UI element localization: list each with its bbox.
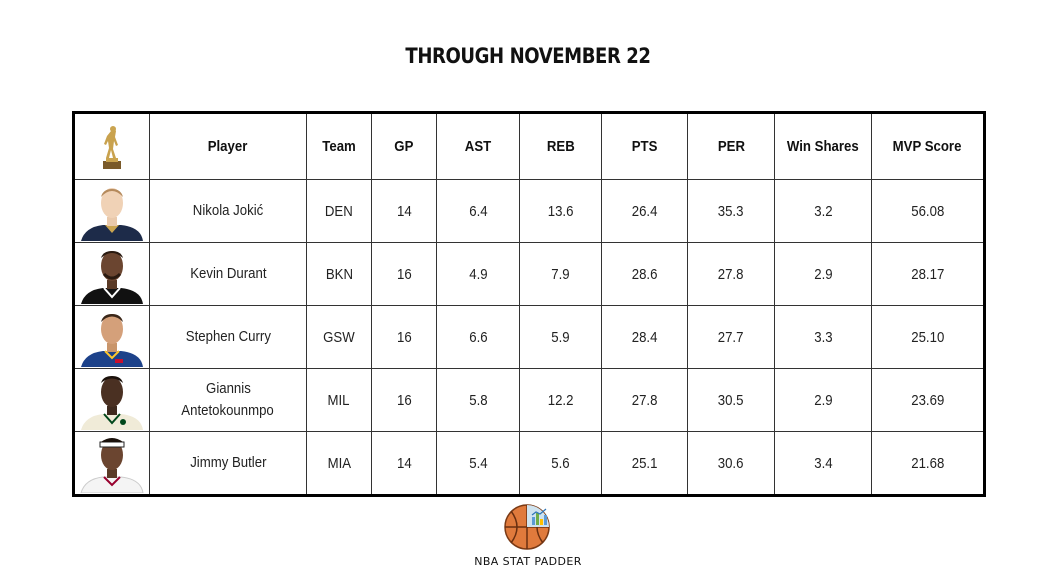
table-row: Jimmy Butler MIA 14 5.4 5.6 25.1 30.6 3.… [73,431,985,496]
player-photo-cell [73,368,150,432]
gp-cell: 14 [371,179,437,243]
ast-cell: 5.4 [436,431,520,496]
column-header-ast: AST [436,112,520,180]
reb-cell: 5.9 [519,305,602,369]
table-row: Nikola Jokić DEN 14 6.4 13.6 26.4 35.3 3… [73,179,985,243]
player-headshot-icon [81,314,143,367]
win-shares-cell: 3.3 [774,305,872,369]
table-row: Kevin Durant BKN 16 4.9 7.9 28.6 27.8 2.… [73,242,985,306]
ast-cell: 6.4 [436,179,520,243]
mvp-ladder-table: Player Team GP AST REB PTS PER Win Share… [72,111,986,497]
player-photo-cell [73,431,150,496]
player-name: Nikola Jokić [149,179,307,243]
team-cell: GSW [306,305,372,369]
mvp-score-cell: 28.17 [871,242,985,306]
per-cell: 27.7 [687,305,775,369]
player-photo-cell [73,305,150,369]
ast-cell: 6.6 [436,305,520,369]
mvp-score-cell: 21.68 [871,431,985,496]
ast-cell: 4.9 [436,242,520,306]
column-header-win-shares: Win Shares [774,112,872,180]
column-header-pts: PTS [601,112,688,180]
per-cell: 35.3 [687,179,775,243]
gp-cell: 16 [371,242,437,306]
mvp-score-cell: 25.10 [871,305,985,369]
column-header-gp: GP [371,112,437,180]
page-title: THROUGH NOVEMBER 22 [405,44,651,68]
column-header-reb: REB [519,112,602,180]
team-cell: BKN [306,242,372,306]
player-name: Jimmy Butler [149,431,307,496]
gp-cell: 16 [371,305,437,369]
ast-cell: 5.8 [436,368,520,432]
table-row: Stephen Curry GSW 16 6.6 5.9 28.4 27.7 3… [73,305,985,369]
win-shares-cell: 2.9 [774,242,872,306]
player-photo-cell [73,242,150,306]
player-headshot-icon [80,438,144,493]
mvp-score-cell: 23.69 [871,368,985,432]
player-headshot-icon [81,251,143,304]
basketball-chart-logo [504,504,550,550]
table-row: Giannis Antetokounmpo MIL 16 5.8 12.2 27… [73,368,985,432]
trophy-header-cell [73,112,150,180]
player-name: Kevin Durant [149,242,307,306]
win-shares-cell: 3.4 [774,431,872,496]
pts-cell: 25.1 [601,431,688,496]
team-cell: MIL [306,368,372,432]
column-header-team: Team [306,112,372,180]
per-cell: 30.6 [687,431,775,496]
pts-cell: 27.8 [601,368,688,432]
reb-cell: 13.6 [519,179,602,243]
win-shares-cell: 2.9 [774,368,872,432]
player-headshot-icon [81,188,143,241]
pts-cell: 28.4 [601,305,688,369]
team-cell: MIA [306,431,372,496]
player-name: Stephen Curry [149,305,307,369]
pts-cell: 28.6 [601,242,688,306]
per-cell: 27.8 [687,242,775,306]
player-photo-cell [73,179,150,243]
mvp-score-cell: 56.08 [871,179,985,243]
reb-cell: 7.9 [519,242,602,306]
reb-cell: 12.2 [519,368,602,432]
gp-cell: 16 [371,368,437,432]
player-name: Giannis Antetokounmpo [149,368,307,432]
team-cell: DEN [306,179,372,243]
column-header-mvp-score: MVP Score [871,112,985,180]
brand-name: NBA STAT PADDER [474,555,582,568]
pts-cell: 26.4 [601,179,688,243]
mvp-trophy-icon [103,125,121,169]
table-header-row: Player Team GP AST REB PTS PER Win Share… [73,112,985,180]
column-header-per: PER [687,112,775,180]
reb-cell: 5.6 [519,431,602,496]
player-headshot-icon [81,376,143,430]
per-cell: 30.5 [687,368,775,432]
win-shares-cell: 3.2 [774,179,872,243]
gp-cell: 14 [371,431,437,496]
column-header-player: Player [149,112,307,180]
